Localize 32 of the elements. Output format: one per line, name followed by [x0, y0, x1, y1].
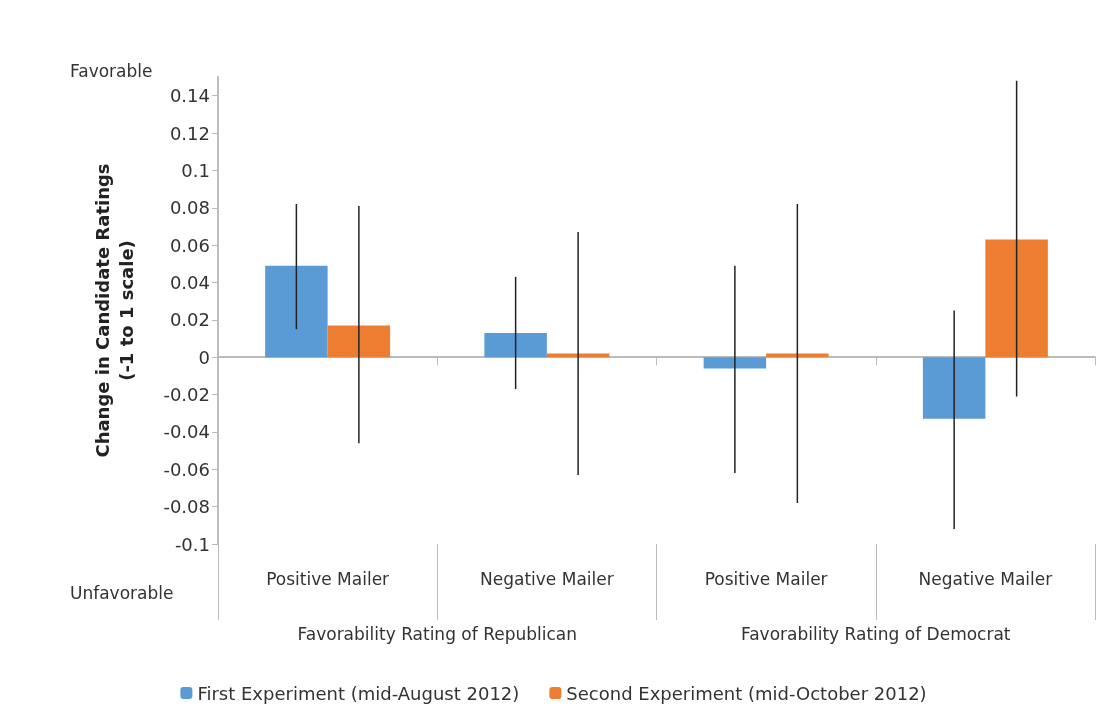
legend-label: Second Experiment (mid-October 2012) — [566, 682, 927, 704]
y-tick-label: -0.08 — [163, 496, 210, 518]
y-tick-label: 0.08 — [169, 197, 210, 219]
x-tick-label: Positive Mailer — [266, 568, 390, 589]
text: Favorability Rating of Republican — [297, 623, 577, 644]
y-tick-label: 0.14 — [169, 85, 210, 107]
y-tick-label: 0.12 — [169, 122, 210, 144]
y-axis-title: Change in Candidate Ratings (-1 to 1 scale) — [91, 163, 137, 458]
bar — [546, 353, 610, 358]
bar — [985, 239, 1048, 358]
bar — [327, 325, 391, 358]
text: Unfavorable — [70, 582, 174, 603]
bar — [703, 357, 767, 369]
x-tick-label: Negative Mailer — [918, 568, 1053, 589]
legend-label: First Experiment (mid-August 2012) — [197, 682, 520, 704]
text: Favorable — [70, 60, 153, 81]
bar — [766, 353, 829, 358]
x-tick-label: Positive Mailer — [704, 568, 828, 589]
x-tick-label: Negative Mailer — [480, 568, 614, 589]
y-tick-label: 0 — [198, 346, 210, 368]
y-tick-label: 0.04 — [169, 271, 210, 293]
y-tick-label: 0.06 — [169, 234, 210, 256]
text: Favorability Rating of Democrat — [740, 623, 1011, 644]
bar — [484, 332, 547, 358]
y-tick-label: -0.06 — [163, 458, 210, 480]
y-tick-label: -0.1 — [174, 533, 210, 555]
bar — [922, 357, 986, 419]
y-tick-label: 0.02 — [169, 309, 210, 331]
y-tick-label: -0.02 — [163, 384, 210, 406]
y-tick-label: 0.1 — [181, 159, 210, 181]
bar — [265, 265, 328, 358]
y-tick-label: -0.04 — [163, 421, 210, 443]
